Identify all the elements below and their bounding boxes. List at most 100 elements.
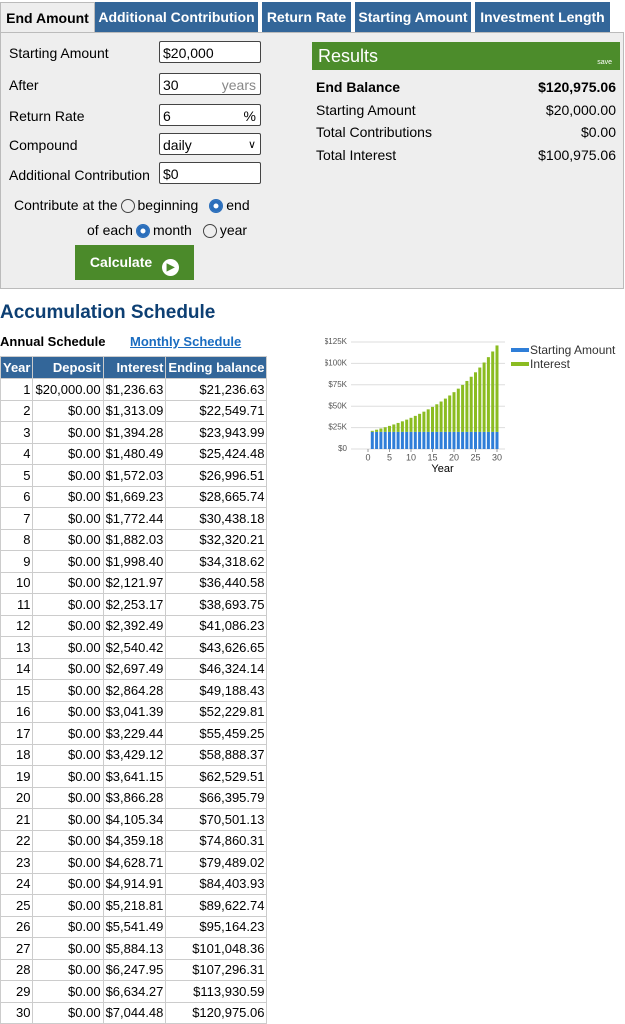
tab[interactable]: Return Rate — [262, 2, 351, 32]
cell: $6,634.27 — [102, 980, 167, 1003]
cell: $1,572.03 — [102, 464, 167, 487]
table-row: 19 $0.00 $3,641.15 $62,529.51 — [0, 765, 268, 788]
select-value: daily — [163, 137, 192, 153]
input[interactable]: $20,000 — [159, 41, 261, 63]
table-row: 1 $20,000.00 $1,236.63 $21,236.63 — [0, 378, 268, 401]
calculate-button[interactable]: Calculate ▶ — [75, 245, 194, 280]
cell: $21,236.63 — [165, 378, 268, 401]
radio-label: Contribute at the — [14, 197, 118, 213]
cell: $26,996.51 — [165, 464, 268, 487]
table-row: 8 $0.00 $1,882.03 $32,320.21 — [0, 528, 268, 551]
tab[interactable]: Investment Length — [475, 2, 610, 32]
cell: $36,440.58 — [165, 571, 268, 594]
cell: 11 — [0, 593, 34, 616]
cell: $0.00 — [32, 636, 104, 659]
result-row: End Balance $120,975.06 — [316, 79, 616, 101]
result-label: Total Interest — [316, 146, 397, 163]
label: Additional Contribution — [9, 167, 150, 183]
radio[interactable] — [135, 224, 150, 238]
bar-segment — [469, 376, 473, 432]
radio-option: month — [152, 222, 192, 238]
result-value: $120,975.06 — [538, 79, 616, 95]
label: Return Rate — [9, 108, 85, 124]
bar-segment — [383, 431, 387, 449]
cell: $0.00 — [32, 958, 104, 981]
bar-segment — [456, 388, 460, 432]
table-row: 16 $0.00 $3,041.39 $52,229.81 — [0, 700, 268, 723]
cell: 15 — [0, 679, 34, 702]
unit: years — [221, 77, 256, 93]
cell: 10 — [0, 571, 34, 594]
table-row: 28 $0.00 $6,247.95 $107,296.31 — [0, 958, 268, 981]
cell: 12 — [0, 614, 34, 637]
cell: 7 — [0, 507, 34, 530]
save-button[interactable]: save — [597, 59, 612, 66]
bar-segment — [431, 406, 434, 432]
cell: $1,313.09 — [102, 399, 167, 422]
bar-segment — [405, 419, 409, 432]
tab[interactable]: End Amount — [0, 2, 95, 33]
table-row: 17 $0.00 $3,229.44 $55,459.25 — [0, 722, 268, 745]
radio-group: Contribute at the beginning end — [14, 197, 258, 213]
table-row: 10 $0.00 $2,121.97 $36,440.58 — [0, 571, 268, 594]
cell: 24 — [0, 872, 34, 895]
table-row: 9 $0.00 $1,998.40 $34,318.62 — [0, 550, 268, 573]
cell: $5,541.49 — [102, 915, 167, 938]
tab[interactable]: Starting Amount — [355, 2, 471, 32]
cell: 1 — [0, 378, 34, 401]
cell: $95,164.23 — [165, 915, 268, 938]
cell: $0.00 — [32, 851, 104, 874]
cell: $2,121.97 — [102, 571, 167, 594]
y-tick-label: $0 — [338, 444, 347, 453]
bar-segment — [396, 431, 400, 449]
x-tick-label: 25 — [470, 452, 480, 462]
cell: $0.00 — [32, 399, 104, 422]
input[interactable]: 30 years — [159, 73, 261, 95]
cell: $32,320.21 — [165, 528, 268, 551]
cell: $2,253.17 — [102, 593, 167, 616]
input[interactable]: 6% — [159, 104, 261, 126]
schedule-tab[interactable]: Monthly Schedule — [130, 334, 242, 349]
table-row: 14 $0.00 $2,697.49 $46,324.14 — [0, 657, 268, 680]
cell: $38,693.75 — [165, 593, 268, 616]
cell: $0.00 — [32, 872, 104, 895]
cell: 25 — [0, 894, 34, 917]
radio[interactable] — [209, 199, 224, 213]
cell: $1,772.44 — [102, 507, 167, 530]
result-label: Starting Amount — [316, 101, 416, 118]
cell: $120,975.06 — [165, 1001, 268, 1024]
bar-segment — [469, 431, 473, 449]
cell: 29 — [0, 980, 34, 1003]
cell: $6,247.95 — [102, 958, 167, 981]
column-header: Ending balance — [165, 356, 268, 379]
cell: $23,943.99 — [165, 421, 268, 444]
table-row: 30 $0.00 $7,044.48 $120,975.06 — [0, 1001, 268, 1024]
results-title: Results — [318, 46, 379, 66]
radio[interactable] — [120, 199, 135, 213]
cell: 17 — [0, 722, 34, 745]
bar-segment — [452, 431, 456, 449]
cell: 19 — [0, 765, 34, 788]
bar-segment — [383, 427, 387, 432]
table-row: 4 $0.00 $1,480.49 $25,424.48 — [0, 442, 268, 465]
legend-swatch — [511, 362, 529, 366]
cell: $25,424.48 — [165, 442, 268, 465]
select[interactable]: daily ∨ — [159, 133, 261, 155]
input[interactable]: $0 — [159, 162, 261, 184]
cell: $0.00 — [32, 700, 104, 723]
legend-label: Interest — [530, 357, 571, 371]
cell: $4,914.91 — [102, 872, 167, 895]
cell: $0.00 — [32, 743, 104, 766]
table-row: 21 $0.00 $4,105.34 $70,501.13 — [0, 808, 268, 831]
cell: $34,318.62 — [165, 550, 268, 573]
y-tick-label: $125K — [325, 337, 348, 346]
table-row: 23 $0.00 $4,628.71 $79,489.02 — [0, 851, 268, 874]
x-axis-label: Year — [431, 463, 454, 475]
table-row: 5 $0.00 $1,572.03 $26,996.51 — [0, 464, 268, 487]
tab[interactable]: Additional Contribution — [95, 2, 258, 32]
table-row: 27 $0.00 $5,884.13 $101,048.36 — [0, 937, 268, 960]
cell: $0.00 — [32, 507, 104, 530]
schedule-tab[interactable]: Annual Schedule — [0, 334, 106, 349]
cell: $0.00 — [32, 786, 104, 809]
radio[interactable] — [202, 224, 217, 238]
